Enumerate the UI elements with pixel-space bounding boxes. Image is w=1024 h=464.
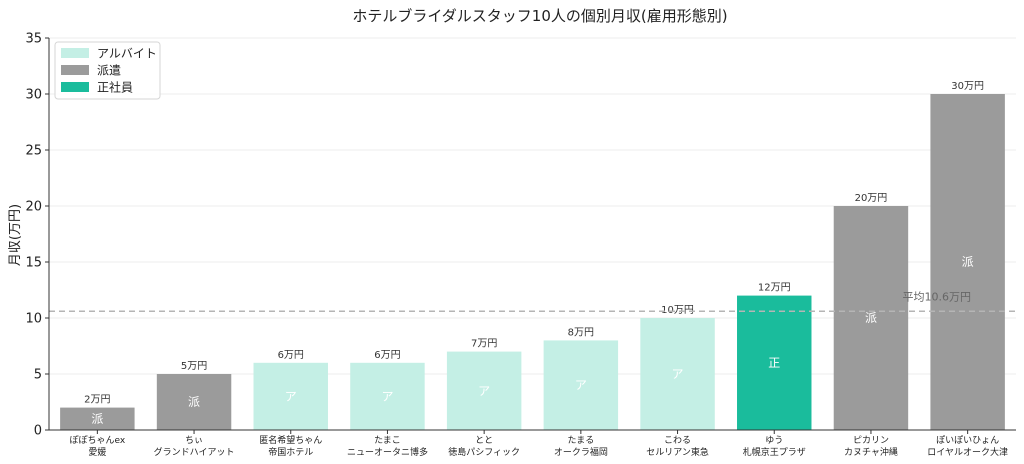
x-category-place: オークラ福岡	[554, 446, 608, 458]
bar-type-label: ア	[285, 389, 297, 403]
legend-label: アルバイト	[97, 47, 157, 61]
legend-swatch	[61, 82, 89, 92]
legend-label: 派遣	[97, 63, 121, 78]
bar	[446, 351, 522, 430]
bar	[350, 362, 425, 430]
average-line-group: 平均10.6万円	[49, 290, 1016, 313]
y-tick-label: 5	[34, 368, 42, 383]
bar	[737, 295, 812, 430]
bar-type-label: 派	[865, 311, 877, 325]
bar-type-label: 派	[962, 255, 974, 269]
bar	[930, 94, 1005, 430]
bar-type-label: 正	[768, 356, 780, 370]
x-category-place: グランドハイアット	[154, 446, 235, 458]
x-category-name: 匿名希望ちゃん	[259, 434, 322, 446]
y-axis-label: 月収(万円)	[8, 204, 23, 266]
bar-type-label: ア	[575, 378, 587, 392]
y-tick-label: 30	[25, 88, 42, 103]
x-category-place: 愛媛	[88, 446, 106, 458]
x-category-place: ロイヤルオーク大津	[927, 446, 1008, 458]
x-category-name: たまる	[567, 435, 594, 446]
axes-frame	[48, 38, 1016, 431]
y-tick-label: 0	[34, 424, 42, 439]
x-category-name: ちぃ	[185, 435, 203, 446]
x-category-name: こわる	[664, 435, 691, 446]
value-label: 6万円	[278, 350, 304, 361]
value-label: 2万円	[84, 395, 110, 406]
y-tick-label: 20	[25, 200, 42, 215]
chart-title: ホテルブライダルスタッフ10人の個別月収(雇用形態別)	[352, 7, 727, 25]
x-category-place: カヌチャ沖縄	[844, 446, 898, 458]
value-label: 30万円	[951, 81, 984, 92]
bar-type-label: 派	[188, 395, 200, 409]
bar-series: 2万円派5万円派6万円ア6万円ア7万円ア8万円ア10万円ア12万円正20万円派3…	[60, 81, 1005, 430]
bar	[833, 206, 909, 430]
value-label: 12万円	[758, 283, 791, 294]
value-label: 5万円	[181, 361, 207, 372]
x-category-name: ぽいぽいひょん	[936, 435, 999, 446]
y-tick-label: 10	[25, 312, 42, 327]
x-category-name: ぽぽちゃんex	[69, 435, 125, 446]
x-category-place: 徳島パシフィック	[448, 446, 520, 458]
x-category-place: 帝国ホテル	[268, 446, 313, 458]
x-category-name: ゆう	[765, 435, 783, 446]
bar-type-label: ア	[381, 389, 393, 403]
average-label: 平均10.6万円	[903, 290, 972, 303]
bar-type-label: ア	[478, 384, 490, 398]
y-tick-label: 25	[25, 144, 42, 159]
bar	[156, 374, 232, 430]
x-category-place: 札幌京王プラザ	[743, 446, 806, 458]
value-label: 8万円	[568, 327, 594, 338]
legend-swatch	[61, 48, 89, 58]
x-category-place: ニューオータニ博多	[347, 446, 428, 458]
value-label: 6万円	[374, 350, 400, 361]
value-label: 20万円	[855, 193, 888, 204]
y-tick-label: 15	[25, 256, 42, 271]
bar	[253, 362, 328, 430]
bar	[543, 340, 619, 430]
value-label: 10万円	[661, 305, 694, 316]
bar	[60, 407, 135, 430]
x-category-name: とと	[475, 435, 493, 446]
x-category-place: セルリアン東急	[646, 446, 709, 458]
bar	[640, 318, 715, 430]
y-tick-label: 35	[25, 32, 42, 47]
legend-label: 正社員	[97, 80, 133, 95]
bar-type-label: 派	[91, 412, 103, 426]
y-axis-ticks: 0 5 10 15 20 25 30 35	[25, 32, 49, 439]
x-category-name: たまこ	[374, 435, 401, 446]
value-label: 7万円	[471, 339, 497, 350]
x-category-name: ピカリン	[853, 435, 889, 446]
bar-type-label: ア	[672, 367, 684, 381]
legend-swatch	[61, 65, 89, 75]
